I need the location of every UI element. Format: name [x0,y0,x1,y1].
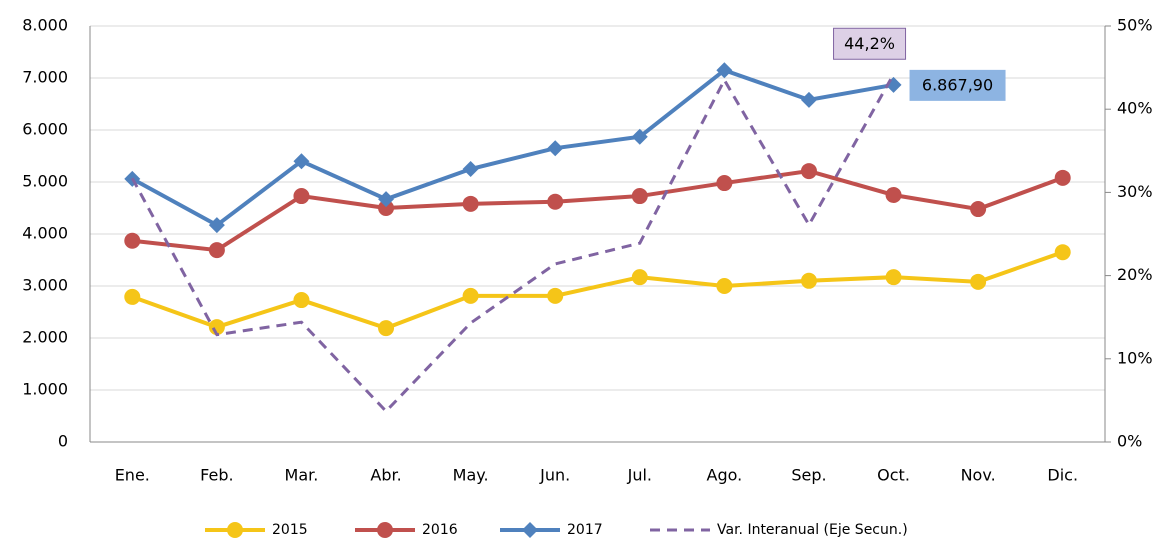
marker [293,292,310,309]
marker [547,287,564,304]
y-tick-label: 8.000 [22,16,68,35]
y2-tick-label: 10% [1117,348,1153,367]
x-tick-label: Oct. [877,466,910,485]
y-tick-label: 0 [58,432,68,451]
marker [293,188,310,205]
marker [124,288,141,305]
marker [1054,244,1071,261]
y2-tick-label: 0% [1117,432,1142,451]
series-line [132,169,1064,253]
marker [378,200,395,216]
marker [462,161,479,177]
marker [124,232,141,249]
legend-label: 2015 [272,522,308,538]
marker [631,269,648,286]
x-tick-label: Abr. [370,466,401,485]
x-tick-label: Jun. [539,466,570,485]
marker [716,175,733,192]
marker [885,187,902,203]
y-tick-label: 5.000 [22,172,68,191]
marker [970,273,987,290]
x-tick-label: Jul. [627,466,652,485]
marker [293,153,310,170]
data-label-box [833,27,907,60]
marker [716,62,733,79]
x-tick-label: Sep. [791,466,826,485]
data-label-text: 44,2% [844,34,895,53]
y2-tick-label: 50% [1117,16,1153,35]
marker [800,163,817,180]
marker [462,195,479,212]
data-label: 6.867,90 [909,69,1006,101]
marker [885,269,902,286]
y2-tick-label: 20% [1117,265,1153,284]
marker [800,272,817,289]
x-tick-label: Nov. [961,466,996,485]
marker [800,91,817,108]
data-label-text: 6.867,90 [922,75,993,94]
marker [522,522,538,538]
marker [631,188,648,205]
data-label-box [909,69,1006,101]
x-tick-label: May. [453,466,489,485]
marker [631,128,648,145]
x-tick-label: Dic. [1047,466,1078,485]
marker [378,191,395,208]
marker [716,278,733,294]
y2-tick-label: 40% [1117,99,1153,118]
marker [970,201,987,218]
series-line [131,250,1064,331]
series-line [130,73,895,414]
marker [1054,169,1071,186]
series-line [131,67,894,228]
x-tick-label: Ene. [115,466,150,485]
y-tick-label: 7.000 [22,68,68,87]
marker [547,193,564,210]
marker [208,242,225,259]
marker [547,140,564,157]
legend-label: 2016 [422,522,458,538]
y-tick-label: 3.000 [22,276,68,295]
legend-label: Var. Interanual (Eje Secun.) [717,522,908,538]
marker [377,522,393,538]
marker [378,320,395,337]
data-label: 44,2% [833,27,907,60]
marker [208,319,225,336]
legend-label: 2017 [567,522,603,538]
marker [462,287,479,304]
marker [227,522,243,538]
y2-tick-label: 30% [1117,182,1153,201]
y-tick-label: 6.000 [22,120,68,139]
x-tick-label: Feb. [200,466,233,485]
marker [208,217,225,234]
x-tick-label: Ago. [707,466,743,485]
y-tick-label: 1.000 [22,380,68,399]
y-tick-label: 4.000 [22,224,68,243]
y-tick-label: 2.000 [22,328,68,347]
x-tick-label: Mar. [285,466,319,485]
